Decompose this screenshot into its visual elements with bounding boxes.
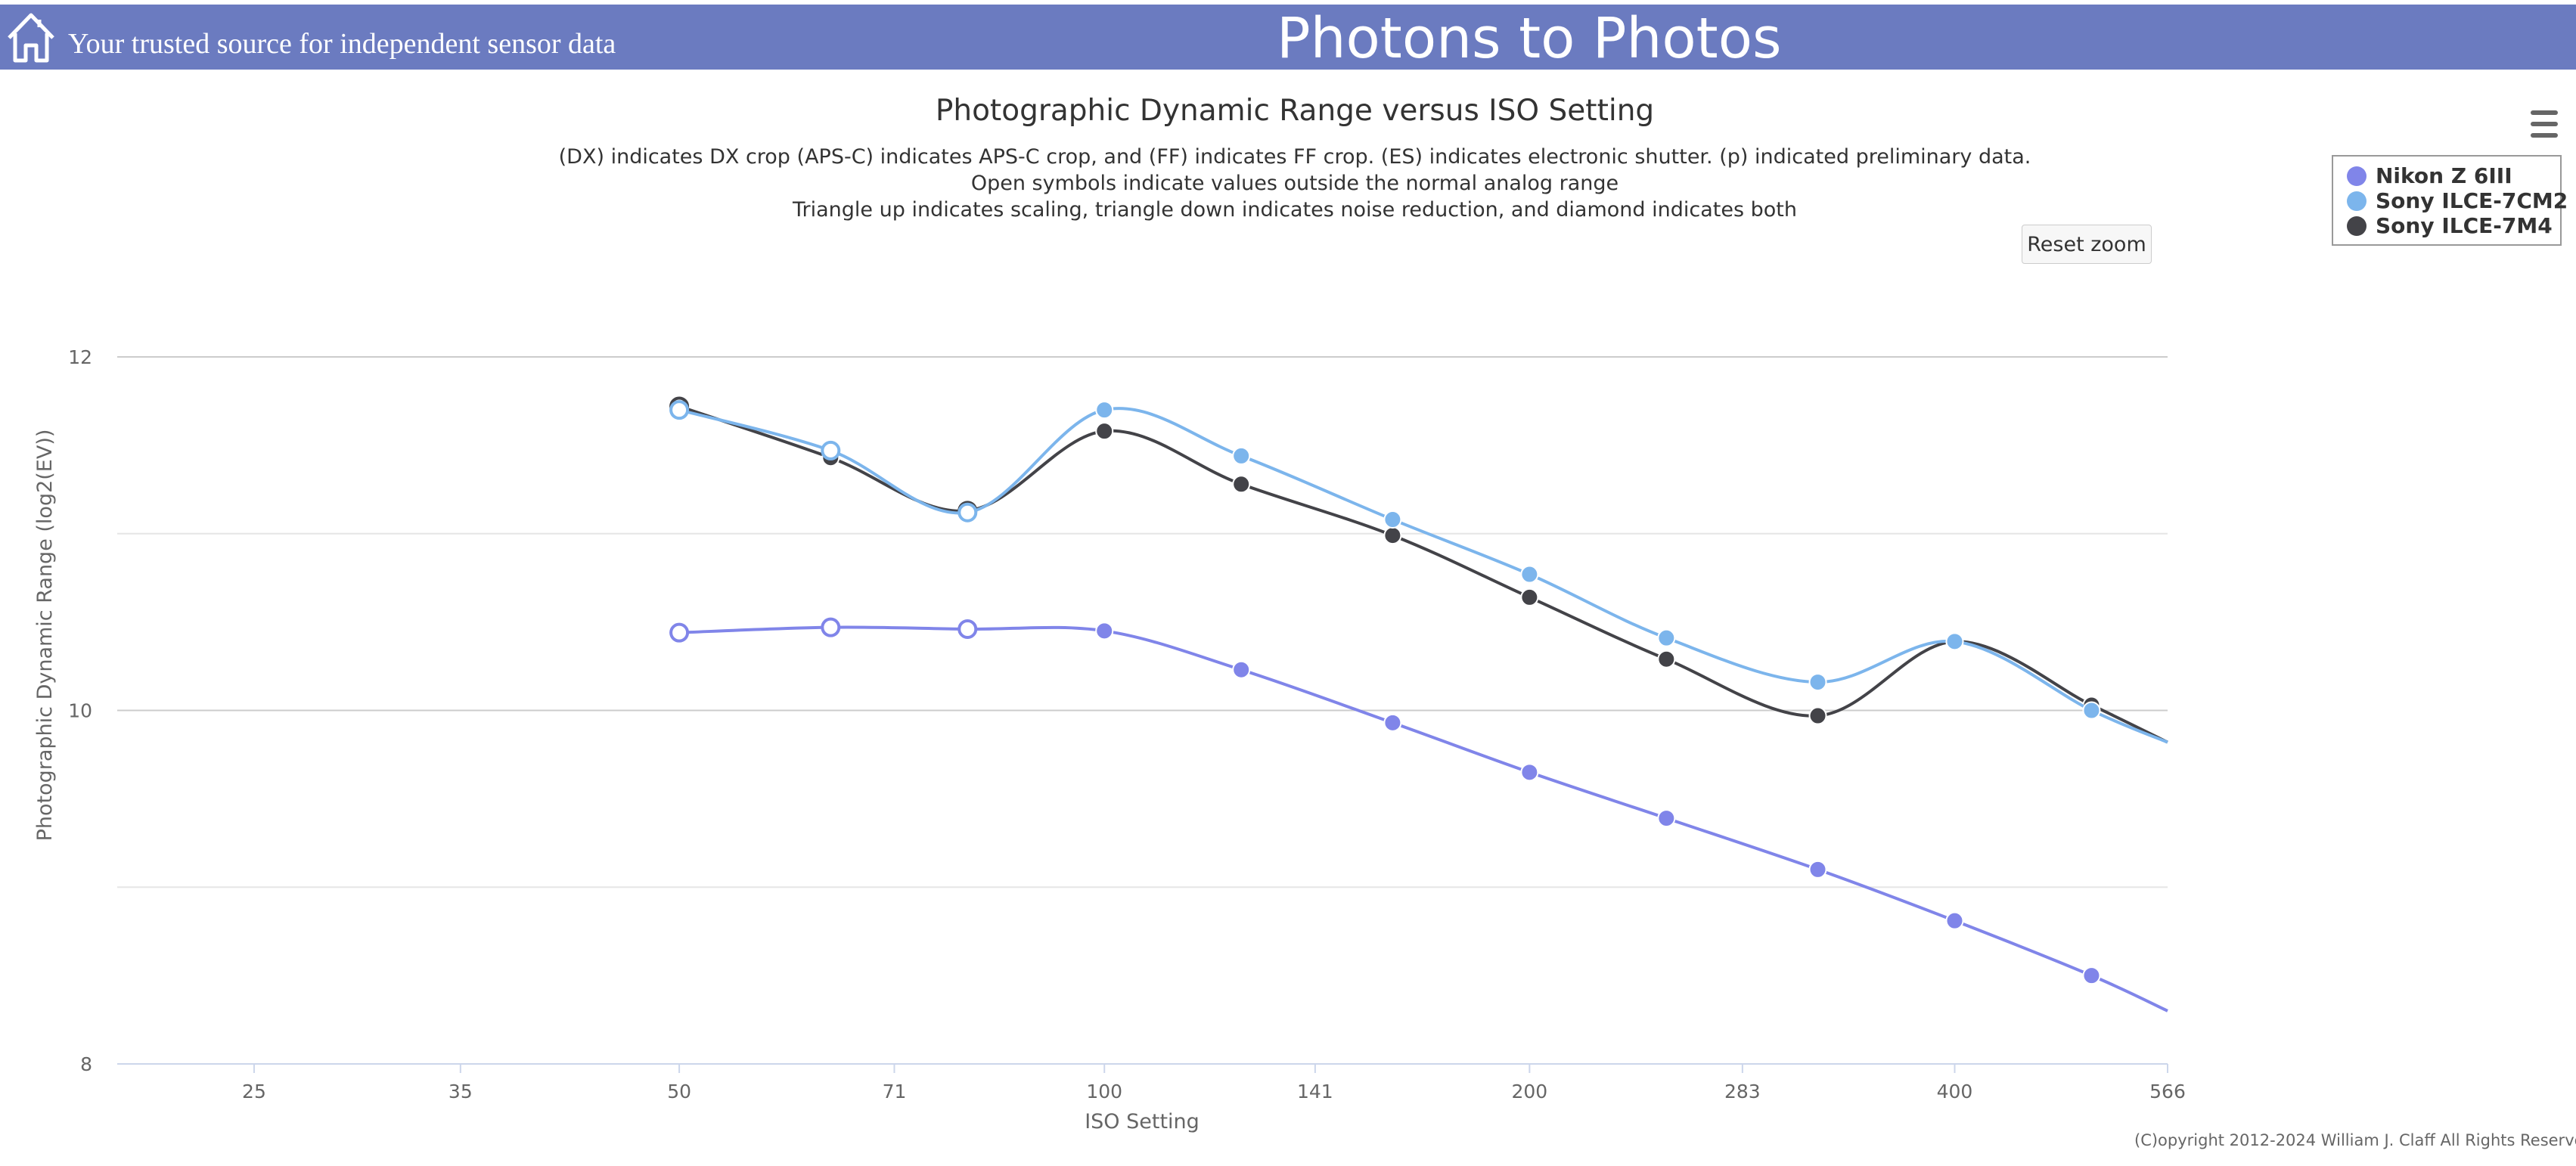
data-point-0-7 (1657, 809, 1676, 828)
series-0 (669, 617, 2168, 1012)
series-1 (669, 400, 2168, 744)
data-point-1-10 (2082, 701, 2101, 720)
data-point-0-10 (2082, 966, 2101, 985)
data-point-1-1 (821, 440, 841, 461)
data-point-1-3 (1095, 401, 1114, 420)
data-point-0-8 (1808, 860, 1827, 879)
data-point-2-7 (1657, 650, 1676, 668)
x-tick-label: 200 (1511, 1081, 1547, 1102)
data-point-0-9 (1945, 911, 1964, 930)
x-tick-label: 400 (1937, 1081, 1973, 1102)
x-tick-label: 25 (242, 1081, 266, 1102)
x-tick-label: 566 (2149, 1081, 2186, 1102)
series-2 (669, 396, 2168, 744)
data-point-0-6 (1520, 763, 1539, 782)
y-tick-label: 12 (68, 346, 92, 368)
axes: 8 10 12 25 35 50 71 100 141 200 283 400 566 (68, 346, 2186, 1102)
data-point-1-9 (1945, 632, 1964, 651)
site-tagline: Your trusted source for independent sens… (68, 28, 616, 60)
chart-subtitle-line-3: Triangle up indicates scaling, triangle … (792, 198, 1797, 222)
data-point-1-7 (1657, 628, 1676, 647)
copyright-notice: (C)opyright 2012-2024 William J. Claff A… (2134, 1131, 2576, 1149)
x-tick-label: 100 (1086, 1081, 1122, 1102)
x-tick-label: 141 (1297, 1081, 1333, 1102)
chart-subtitle-line-2: Open symbols indicate values outside the… (971, 172, 1619, 195)
x-tick-label: 35 (448, 1081, 473, 1102)
legend-label-0: Nikon Z 6III (2376, 163, 2512, 188)
y-tick-label: 8 (80, 1053, 92, 1075)
data-point-0-5 (1383, 713, 1402, 732)
data-point-1-2 (957, 502, 978, 523)
data-point-2-4 (1232, 475, 1251, 494)
data-point-2-8 (1808, 706, 1827, 725)
home-link[interactable] (5, 8, 57, 64)
chart-title: Photographic Dynamic Range versus ISO Se… (936, 94, 1654, 128)
series-line-2 (678, 405, 2168, 744)
series-line-1 (678, 407, 2168, 744)
legend-label-1: Sony ILCE-7CM2 (2376, 188, 2568, 213)
grid (117, 356, 2168, 1065)
data-point-1-8 (1808, 673, 1827, 692)
site-header: Your trusted source for independent sens… (0, 5, 2576, 71)
data-point-1-0 (669, 400, 690, 420)
site-title[interactable]: Photons to Photos (1277, 6, 1782, 71)
data-point-1-6 (1520, 565, 1539, 584)
y-tick-label: 10 (68, 700, 92, 722)
chart-legend: Nikon Z 6III Sony ILCE-7CM2 Sony ILCE-7M… (2332, 155, 2568, 246)
data-point-2-5 (1383, 526, 1402, 545)
data-point-0-4 (1232, 660, 1251, 679)
reset-zoom-button[interactable]: Reset zoom (2022, 225, 2152, 264)
data-point-0-1 (821, 617, 841, 637)
chart: Photographic Dynamic Range versus ISO Se… (33, 94, 2186, 1133)
y-axis-title: Photographic Dynamic Range (log2(EV)) (33, 429, 57, 842)
x-tick-label: 71 (883, 1081, 907, 1102)
data-point-0-3 (1095, 622, 1114, 640)
data-point-0-0 (669, 622, 690, 643)
data-point-1-4 (1232, 446, 1251, 465)
chart-menu-button[interactable] (2526, 107, 2562, 141)
data-point-2-6 (1520, 588, 1539, 606)
legend-marker-0 (2347, 166, 2367, 186)
data-point-0-2 (957, 619, 978, 639)
x-tick-label: 50 (667, 1081, 691, 1102)
home-icon (8, 13, 54, 63)
legend-marker-1 (2347, 191, 2367, 211)
chart-subtitle-line-1: (DX) indicates DX crop (APS-C) indicates… (559, 145, 2031, 169)
legend-marker-2 (2347, 216, 2367, 236)
plot-area (669, 396, 2168, 1012)
x-tick-label: 283 (1724, 1081, 1761, 1102)
data-point-1-5 (1383, 510, 1402, 529)
data-point-2-3 (1095, 422, 1114, 441)
series-line-0 (679, 625, 2168, 1012)
x-axis-title: ISO Setting (1085, 1110, 1200, 1133)
legend-label-2: Sony ILCE-7M4 (2376, 213, 2553, 238)
